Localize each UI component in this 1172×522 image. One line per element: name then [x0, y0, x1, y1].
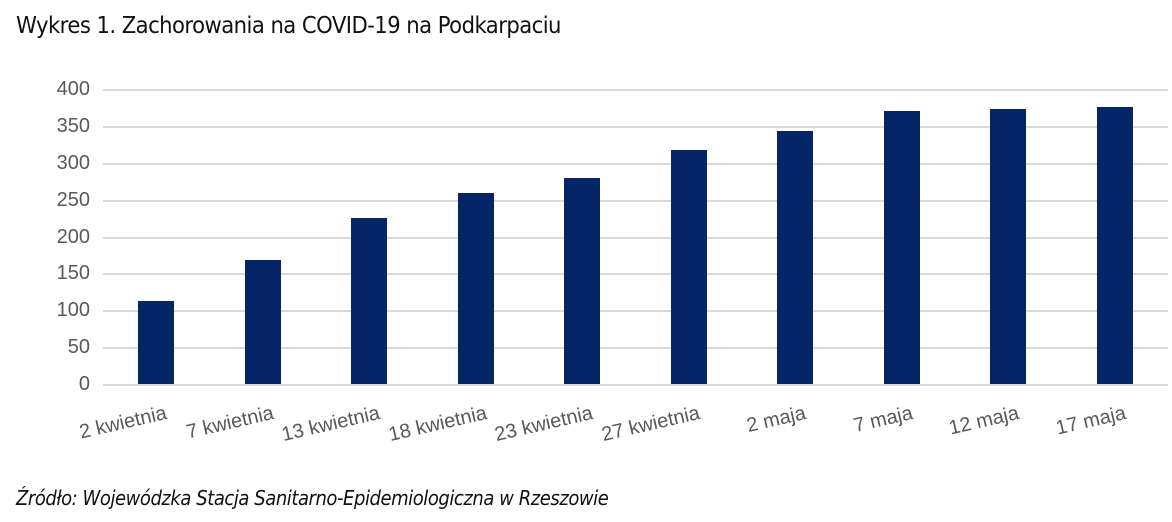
x-tick-label: 23 kwietnia [492, 402, 596, 446]
y-tick-label: 300 [56, 151, 90, 174]
y-tick-label: 50 [67, 336, 90, 359]
x-axis-line [103, 384, 1168, 386]
bar [777, 131, 814, 387]
source-note: Źródło: Wojewódzka Stacja Sanitarno-Epid… [16, 486, 609, 510]
x-tick-label: 7 maja [851, 402, 915, 437]
y-tick-label: 150 [56, 262, 90, 285]
gridline [103, 347, 1168, 350]
bar [564, 177, 601, 387]
x-tick-label: 18 kwietnia [386, 402, 489, 446]
bar [138, 300, 175, 387]
bar [351, 217, 388, 387]
x-tick-label: 12 maja [947, 402, 1022, 440]
y-tick-label: 100 [56, 299, 90, 322]
gridline [103, 273, 1168, 276]
gridline [103, 162, 1168, 165]
bar [244, 260, 281, 387]
gridline [103, 125, 1168, 128]
bar [990, 109, 1027, 387]
y-tick-label: 250 [56, 188, 90, 211]
y-tick-label: 0 [78, 373, 90, 395]
bar [883, 110, 920, 387]
gridline [103, 89, 1168, 91]
x-tick-label: 7 kwietnia [184, 402, 276, 444]
bar [670, 150, 707, 387]
x-tick-label: 2 kwietnia [77, 402, 170, 444]
gridline [103, 236, 1168, 239]
y-tick-label: 200 [56, 225, 90, 248]
chart-title: Wykres 1. Zachorowania na COVID-19 na Po… [16, 13, 561, 39]
gridline [103, 310, 1168, 313]
y-tick-label: 350 [56, 114, 90, 137]
y-tick-label: 400 [56, 78, 90, 100]
x-tick-label: 13 kwietnia [279, 402, 383, 446]
x-tick-label: 27 kwietnia [599, 402, 702, 446]
x-tick-label: 17 maja [1053, 402, 1128, 440]
x-tick-label: 2 maja [744, 402, 809, 437]
bar [1096, 106, 1133, 387]
bar [457, 192, 494, 387]
bar-chart: 0 50 100 150 200 250 300 350 400 2 kwietnia 7 kwie… [56, 78, 1168, 446]
gridline [103, 199, 1168, 202]
